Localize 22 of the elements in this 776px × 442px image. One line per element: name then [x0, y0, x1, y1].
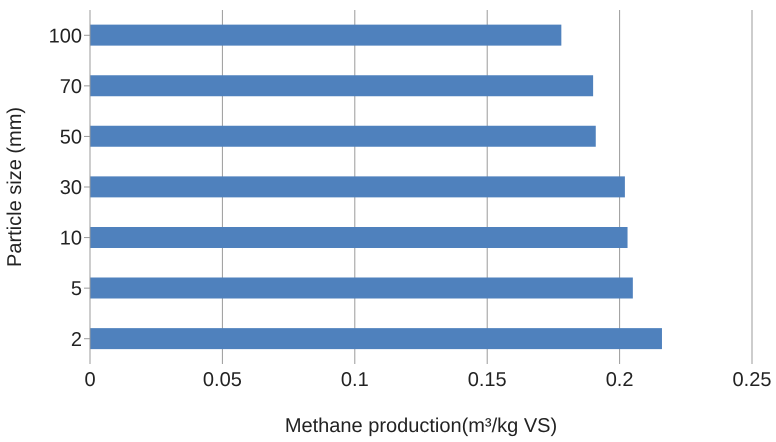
- x-tick-label: 0.05: [202, 369, 242, 392]
- y-tick-label: 5: [70, 278, 82, 300]
- y-tick-label: 70: [60, 76, 82, 98]
- y-tick-label: 30: [60, 177, 82, 200]
- y-tick-label: 2: [70, 328, 82, 351]
- x-tick-label: 0.15: [468, 369, 507, 392]
- bar: [90, 226, 628, 248]
- x-axis-title: Methane production(m³/kg VS): [284, 415, 558, 437]
- x-tick-label: 0.1: [340, 369, 369, 392]
- x-tick-label: 0: [84, 369, 96, 392]
- bar: [90, 75, 594, 96]
- bar: [90, 278, 633, 299]
- y-tick-label: 50: [60, 126, 82, 149]
- y-tick-label: 100: [48, 25, 82, 48]
- y-axis-title: Particle size (mm): [4, 106, 26, 268]
- y-tick-label: 10: [60, 228, 82, 250]
- x-tick-label: 0.25: [732, 369, 772, 392]
- bar: [90, 24, 562, 46]
- x-tick-label: 0.2: [606, 369, 634, 392]
- bar: [90, 328, 662, 350]
- bar: [90, 126, 596, 147]
- bar: [90, 176, 625, 198]
